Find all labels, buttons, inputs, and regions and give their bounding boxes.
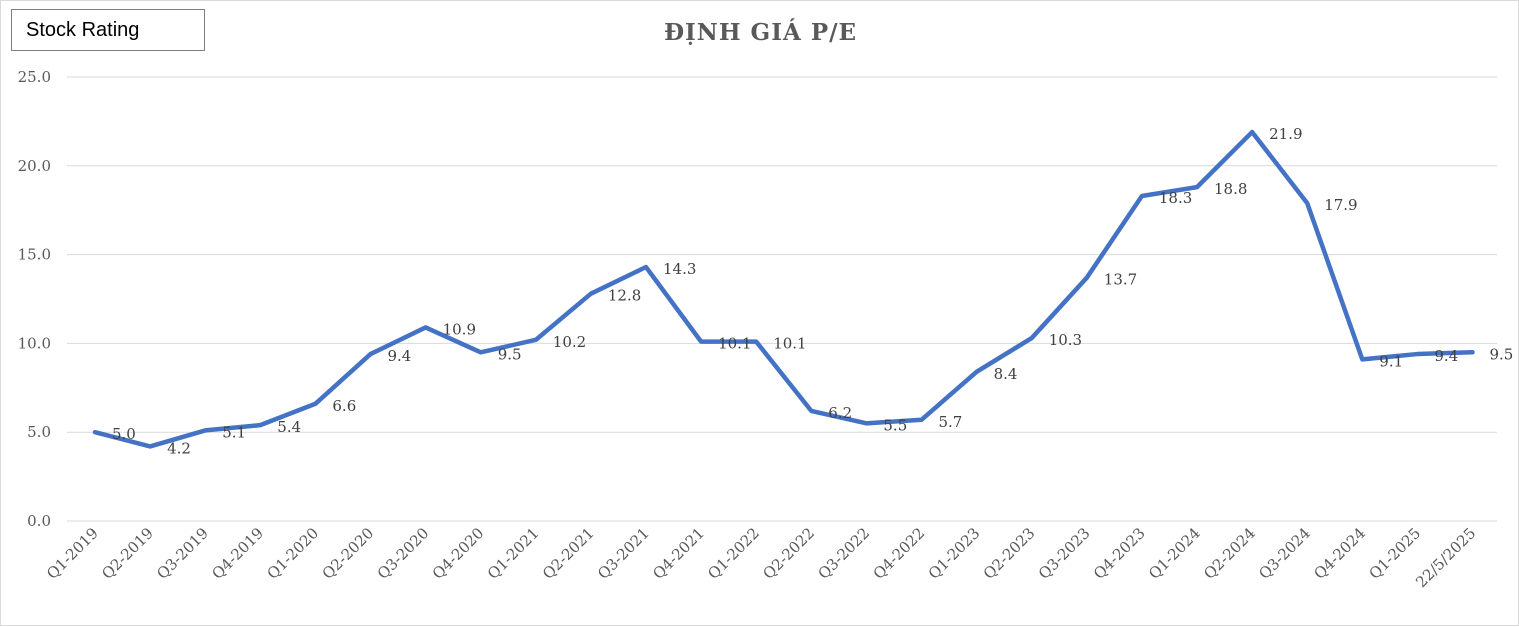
data-label: 14.3 — [663, 260, 696, 278]
x-tick-label: Q3-2024 — [1255, 524, 1314, 583]
data-label: 10.1 — [773, 335, 806, 353]
x-tick-label: Q3-2020 — [374, 524, 433, 583]
data-label: 10.9 — [443, 320, 476, 338]
x-tick-label: Q3-2021 — [594, 524, 653, 583]
data-label: 13.7 — [1104, 271, 1137, 289]
data-label: 8.4 — [994, 365, 1018, 383]
data-label: 17.9 — [1324, 196, 1357, 214]
x-tick-label: Q2-2023 — [980, 524, 1039, 583]
x-tick-label: Q3-2022 — [814, 524, 873, 583]
x-tick-label: Q4-2020 — [429, 524, 488, 583]
x-tick-label: Q1-2020 — [263, 524, 322, 583]
x-tick-label: Q2-2024 — [1200, 524, 1259, 583]
x-tick-label: Q4-2024 — [1310, 524, 1369, 583]
series-line — [92, 129, 1475, 449]
data-label: 5.4 — [277, 418, 301, 436]
data-label: 9.5 — [1490, 345, 1514, 363]
y-tick-label: 10.0 — [18, 334, 51, 352]
x-tick-label: Q1-2022 — [704, 524, 763, 583]
data-label: 10.2 — [553, 333, 586, 351]
data-label: 21.9 — [1269, 125, 1302, 143]
y-tick-label: 20.0 — [18, 157, 51, 175]
data-label: 9.4 — [388, 347, 412, 365]
x-tick-label: Q2-2020 — [319, 524, 378, 583]
x-tick-label: Q2-2022 — [759, 524, 818, 583]
data-label: 9.1 — [1379, 352, 1403, 370]
y-tick-label: 5.0 — [27, 423, 51, 441]
y-tick-label: 15.0 — [18, 246, 51, 264]
data-label: 18.3 — [1159, 189, 1192, 207]
data-label: 6.6 — [332, 397, 356, 415]
data-label: 9.4 — [1434, 347, 1458, 365]
x-tick-label: Q4-2023 — [1090, 524, 1149, 583]
x-tick-label: Q4-2022 — [870, 524, 929, 583]
x-tick-label: Q1-2019 — [43, 524, 102, 583]
stock-rating-badge: Stock Rating — [11, 9, 205, 51]
data-label: 18.8 — [1214, 180, 1247, 198]
chart-title: ĐỊNH GIÁ P/E — [663, 19, 858, 46]
data-label: 10.1 — [718, 335, 751, 353]
x-tick-label: Q1-2024 — [1145, 524, 1204, 583]
x-tick-label: Q3-2019 — [153, 524, 212, 583]
data-label: 10.3 — [1049, 331, 1082, 349]
x-tick-label: Q1-2023 — [925, 524, 984, 583]
x-tick-label: Q2-2019 — [98, 524, 157, 583]
data-label: 5.0 — [112, 425, 136, 443]
data-label: 6.2 — [828, 404, 852, 422]
y-tick-label: 25.0 — [18, 68, 51, 86]
x-tick-label: Q1-2021 — [484, 524, 543, 583]
x-tick-label: Q2-2021 — [539, 524, 598, 583]
x-tick-label: Q4-2019 — [208, 524, 267, 583]
data-label: 5.7 — [939, 413, 963, 431]
data-label: 12.8 — [608, 287, 641, 305]
x-tick-label: 22/5/2025 — [1412, 524, 1479, 591]
x-tick-label: Q3-2023 — [1035, 524, 1094, 583]
x-tick-label: Q4-2021 — [649, 524, 708, 583]
data-label: 5.5 — [883, 416, 907, 434]
data-label: 4.2 — [167, 439, 191, 457]
y-tick-label: 0.0 — [27, 512, 51, 530]
data-label: 9.5 — [498, 345, 522, 363]
stock-rating-label: Stock Rating — [26, 18, 140, 41]
data-label: 5.1 — [222, 423, 246, 441]
